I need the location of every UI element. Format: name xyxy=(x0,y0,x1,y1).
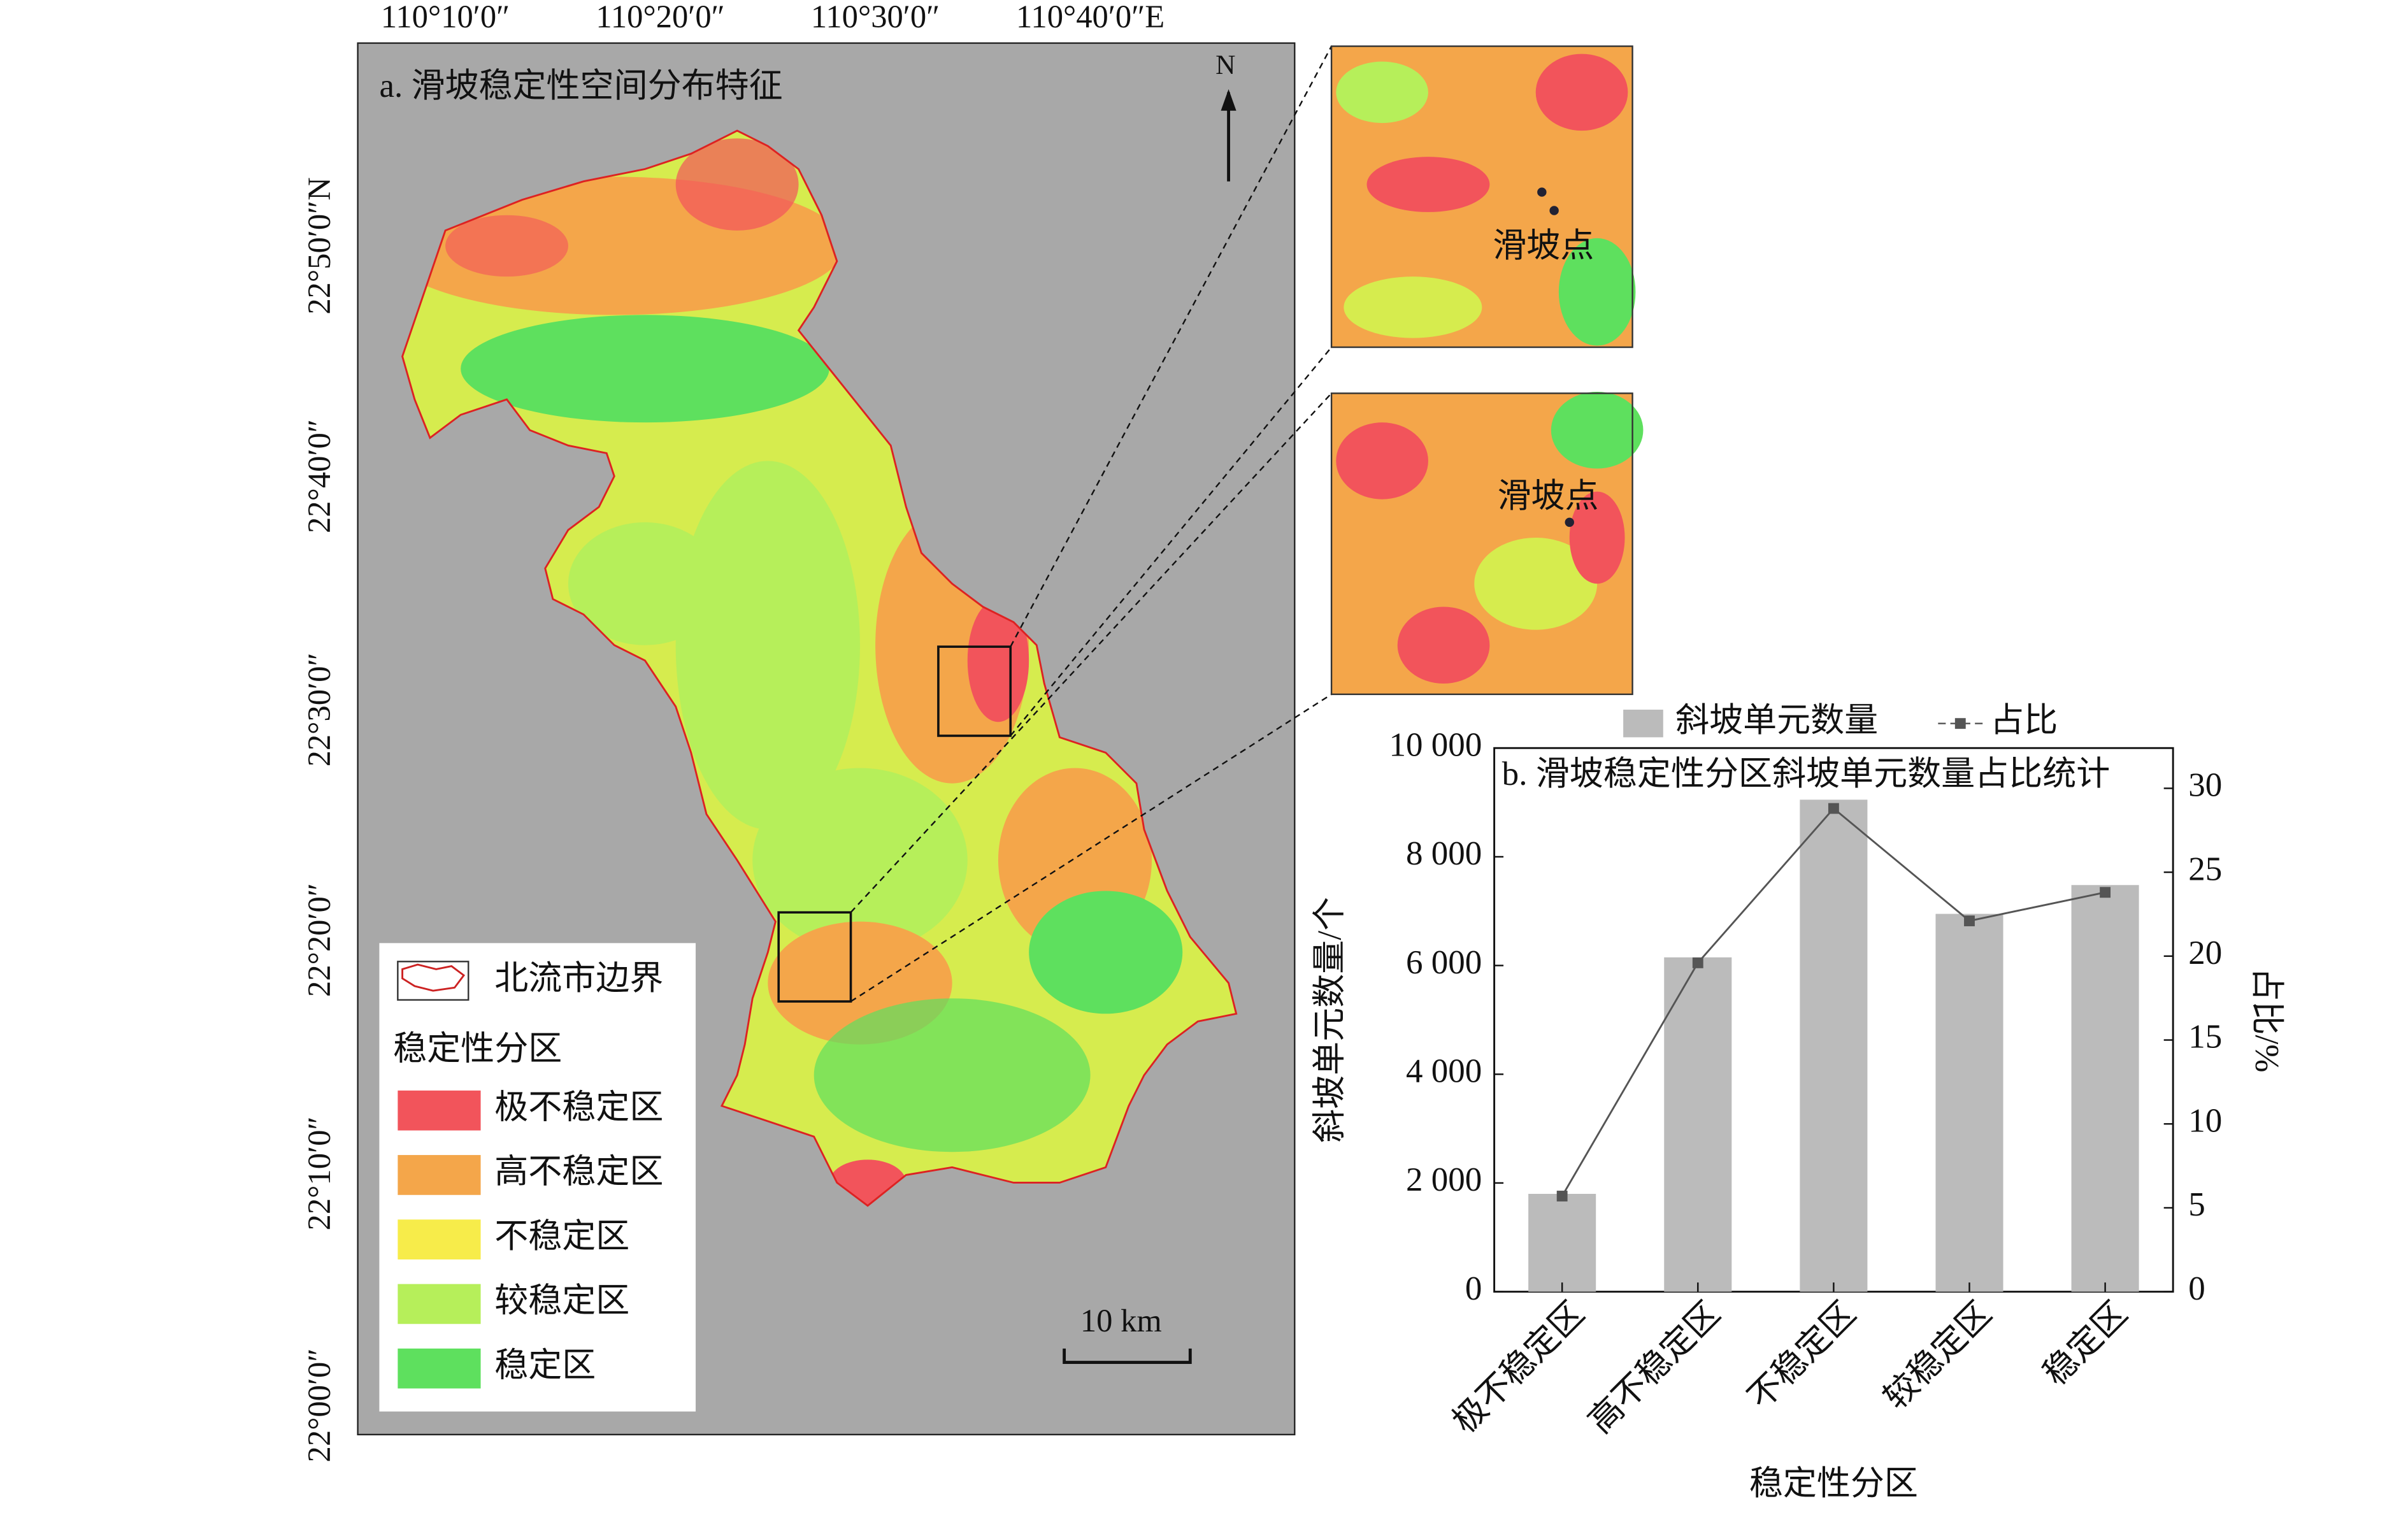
lon-label: 110°20′0″ xyxy=(596,0,724,34)
y2-tick-label: 5 xyxy=(2188,1186,2205,1223)
lon-label: 110°10′0″ xyxy=(381,0,510,34)
lat-label: 22°50′0″N xyxy=(301,177,337,314)
inset-top: 滑坡点 xyxy=(1331,46,1636,348)
legend-label: 高不稳定区 xyxy=(494,1154,663,1191)
lon-labels: 110°10′0″ 110°20′0″ 110°30′0″ 110°40′0″E xyxy=(381,0,1165,34)
line-marker xyxy=(1556,1191,1568,1201)
lat-label: 22°00′0″ xyxy=(301,1349,337,1463)
x-tick-label: 不稳定区 xyxy=(1741,1295,1863,1417)
y2-tick-label: 25 xyxy=(2188,850,2222,887)
bar xyxy=(1664,957,1732,1292)
lat-label: 22°10′0″ xyxy=(301,1117,337,1231)
x-axis-label: 稳定性分区 xyxy=(1749,1465,1918,1502)
legend-label: 较稳定区 xyxy=(494,1282,629,1319)
bar xyxy=(1800,800,1868,1292)
lon-label: 110°30′0″ xyxy=(811,0,940,34)
y2-tick-label: 20 xyxy=(2188,935,2222,972)
y2-tick-label: 0 xyxy=(2188,1270,2205,1307)
y-tick-label: 10 000 xyxy=(1389,726,1482,763)
inset-label: 滑坡点 xyxy=(1497,478,1598,515)
bar xyxy=(1528,1194,1596,1292)
x-tick-label: 稳定区 xyxy=(2037,1295,2134,1393)
scale-bar xyxy=(1063,1348,1192,1364)
boundary-swatch-frame xyxy=(397,961,469,1001)
lon-label: 110°40′0″E xyxy=(1016,0,1165,34)
lat-label: 22°30′0″ xyxy=(301,653,337,767)
y2-tick-label: 10 xyxy=(2188,1102,2222,1139)
x-tick-label: 高不稳定区 xyxy=(1582,1295,1727,1440)
inset-label: 滑坡点 xyxy=(1493,227,1594,264)
legend-title: 稳定性分区 xyxy=(393,1031,562,1068)
legend-swatch xyxy=(398,1090,481,1131)
line-marker xyxy=(1692,957,1703,968)
legend-label: 稳定区 xyxy=(494,1347,596,1384)
map-title: a. 滑坡稳定性空间分布特征 xyxy=(379,68,782,104)
legend-swatch xyxy=(1623,709,1663,738)
zoom-box xyxy=(777,911,852,1003)
y2-axis-label: 占比/% xyxy=(2248,967,2285,1072)
y-tick-label: 6 000 xyxy=(1406,944,1482,981)
chart-title-box: b. 滑坡稳定性分区斜坡单元数量占比统计 xyxy=(1501,754,2111,793)
bar xyxy=(2071,885,2139,1292)
zoom-lines xyxy=(850,45,1333,1003)
y-tick-label: 0 xyxy=(1465,1270,1482,1307)
y-tick-label: 4 000 xyxy=(1406,1052,1482,1089)
y-axis-label: 斜坡单元数量/个 xyxy=(1312,897,1349,1143)
line-marker xyxy=(2100,887,2111,898)
legend-swatch xyxy=(398,1219,481,1260)
lat-labels: 22°50′0″N 22°40′0″ 22°30′0″ 22°20′0″ 22°… xyxy=(301,177,337,1462)
x-tick-label: 极不稳定区 xyxy=(1446,1295,1591,1440)
boundary-swatch xyxy=(401,963,466,992)
legend-label: 北流市边界 xyxy=(494,960,663,997)
lat-label: 22°40′0″ xyxy=(301,419,337,533)
legend-label: 极不稳定区 xyxy=(494,1089,663,1126)
legend-swatch xyxy=(1954,718,1966,729)
map-panel: a. 滑坡稳定性空间分布特征 N 10 km 110°10′0″ 110°20′… xyxy=(301,0,1333,1462)
north-arrow-head xyxy=(1221,89,1236,111)
north-label: N xyxy=(1215,50,1235,80)
legend-label: 不稳定区 xyxy=(494,1218,629,1255)
insets: 滑坡点 滑坡点 xyxy=(1330,45,1644,696)
legend-label: 占比 xyxy=(1990,702,2058,739)
lat-label: 22°20′0″ xyxy=(301,883,337,997)
legend-swatch xyxy=(398,1348,481,1389)
scale-label: 10 km xyxy=(1080,1303,1162,1338)
y2-tick-label: 15 xyxy=(2188,1019,2222,1056)
chart-title: b. 滑坡稳定性分区斜坡单元数量占比统计 xyxy=(1501,754,2111,793)
y2-tick-label: 30 xyxy=(2188,767,2222,804)
legend-swatch xyxy=(398,1284,481,1324)
inset-bottom: 滑坡点 xyxy=(1331,391,1644,694)
city-boundary xyxy=(401,129,1238,1207)
legend-swatch xyxy=(398,1155,481,1195)
zoom-box xyxy=(937,645,1012,737)
x-tick-label: 较稳定区 xyxy=(1877,1295,1999,1417)
legend-label: 斜坡单元数量 xyxy=(1675,702,1878,739)
y-tick-label: 2 000 xyxy=(1406,1161,1482,1198)
line-marker xyxy=(1964,915,1975,926)
chart-panel: b. 滑坡稳定性分区斜坡单元数量占比统计 0 2 000 4 000 6 000 8 0… xyxy=(1312,702,2286,1502)
line-marker xyxy=(1828,803,1839,814)
y-tick-label: 8 000 xyxy=(1406,835,1482,872)
bar xyxy=(1935,914,2003,1292)
